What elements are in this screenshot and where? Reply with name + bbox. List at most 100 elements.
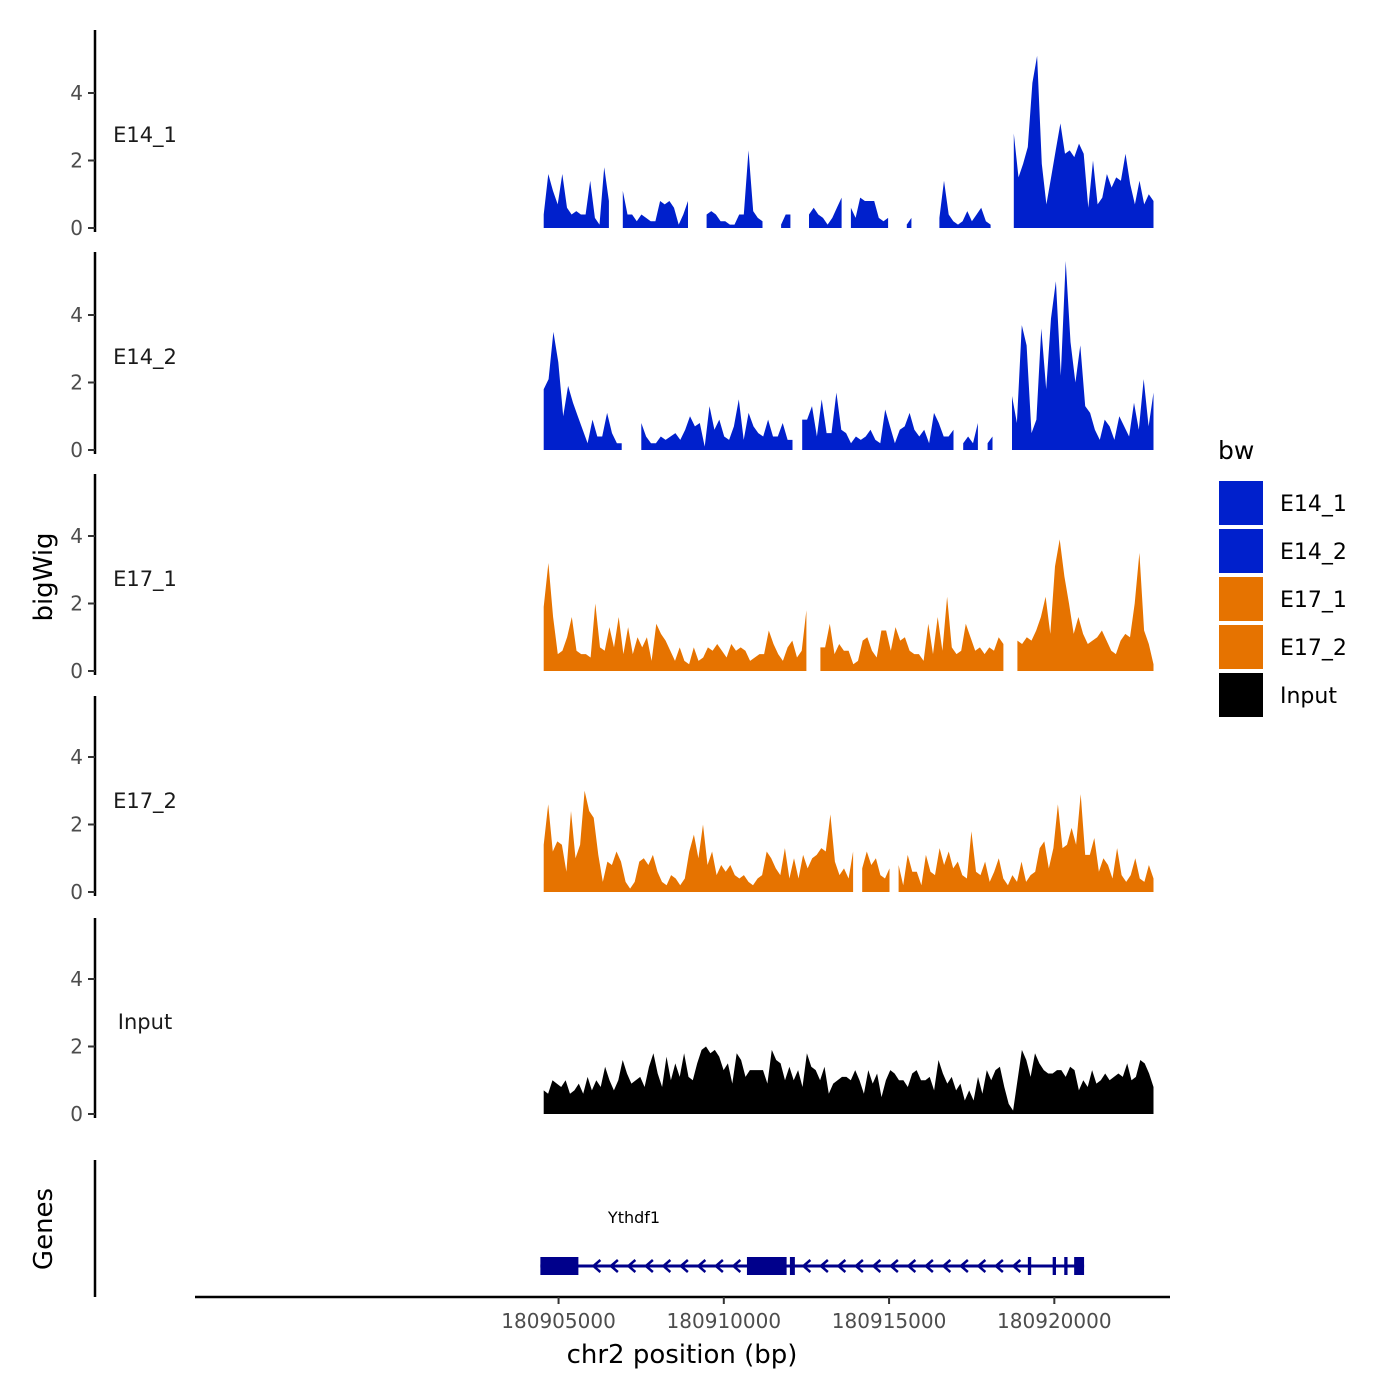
x-tick-label: 180910000	[667, 1309, 782, 1333]
y-tick-label: 2	[70, 813, 83, 837]
coverage-area-e14_1-1	[622, 190, 688, 228]
track-label: E14_2	[113, 345, 177, 370]
track-e17-1: 0 2 4 E17_1	[70, 474, 1154, 683]
coverage-area-e14_1-6	[906, 217, 912, 228]
track-e17-2: 0 2 4 E17_2	[70, 696, 1154, 904]
coverage-area-e14_1-3	[781, 214, 791, 228]
y-tick-label: 2	[70, 592, 83, 616]
strand-arrow	[643, 1259, 654, 1273]
legend-key-e14-2	[1219, 529, 1263, 573]
strand-arrow	[923, 1259, 934, 1273]
legend-key-e17-1	[1219, 577, 1263, 621]
coverage-area-e14_1-4	[809, 197, 842, 228]
strand-arrow	[836, 1259, 847, 1273]
coverage-area-e14_2-0	[543, 331, 622, 450]
strand-arrow	[941, 1259, 952, 1273]
track-label: E17_1	[113, 567, 177, 592]
track-input: 0 2 4 Input	[70, 918, 1154, 1126]
track-label: Input	[118, 1010, 172, 1034]
y-tick-label: 0	[70, 216, 83, 240]
strand-arrow	[818, 1259, 829, 1273]
strand-arrow	[958, 1259, 969, 1273]
legend-key-e14-1	[1219, 481, 1263, 525]
gene-name-label: Ythdf1	[607, 1208, 660, 1227]
y-tick-label: 4	[70, 524, 83, 548]
coverage-area-e17_2-0	[543, 790, 854, 892]
strand-arrow	[1011, 1259, 1022, 1273]
strand-arrow	[661, 1259, 672, 1273]
legend-label: E14_2	[1280, 540, 1347, 565]
gene-track-panel: Ythdf1	[93, 1160, 1085, 1297]
strand-arrow	[608, 1259, 619, 1273]
gene-exon	[746, 1257, 787, 1275]
track-e14-2: 0 2 4 E14_2	[70, 252, 1154, 462]
coverage-area-e14_1-0	[543, 167, 609, 228]
strand-arrow	[801, 1259, 812, 1273]
coverage-area-e14_2-3	[963, 423, 978, 450]
coverage-area-e17_1-0	[543, 563, 807, 671]
x-tick-label: 180915000	[832, 1309, 947, 1333]
y-tick-label: 2	[70, 149, 83, 173]
legend-title: bw	[1218, 436, 1254, 465]
y-tick-label: 2	[70, 371, 83, 395]
strand-arrow	[853, 1259, 864, 1273]
strand-arrow	[678, 1259, 689, 1273]
y-tick-label: 0	[70, 659, 83, 683]
legend-key-e17-2	[1219, 625, 1263, 669]
legend-label: E14_1	[1280, 492, 1347, 517]
y-tick-label: 2	[70, 1035, 83, 1059]
y-tick-label: 4	[70, 303, 83, 327]
y-tick-label: 0	[70, 1102, 83, 1126]
strand-arrow	[871, 1259, 882, 1273]
legend-key-input	[1219, 673, 1263, 717]
coverage-area-e14_1-2	[706, 150, 763, 228]
track-e14-1: 0 2 4 E14_1	[70, 30, 1154, 240]
legend-label: E17_1	[1280, 588, 1347, 613]
y-tick-label: 0	[70, 880, 83, 904]
gene-exon	[789, 1257, 795, 1275]
track-label: E17_2	[113, 789, 177, 814]
x-axis-title: chr2 position (bp)	[567, 1340, 798, 1370]
coverage-area-e14_2-5	[1012, 261, 1154, 450]
coverage-area-e17_1-2	[1017, 539, 1154, 671]
y-tick-label: 4	[70, 81, 83, 105]
gene-exon	[1052, 1257, 1056, 1275]
strand-arrow	[976, 1259, 987, 1273]
strand-arrow	[731, 1259, 742, 1273]
coverage-area-e14_1-5	[850, 197, 889, 228]
strand-arrow	[993, 1259, 1004, 1273]
coverage-area-e17_2-2	[898, 794, 1154, 892]
legend-label: E17_2	[1280, 636, 1347, 661]
strand-arrow	[713, 1259, 724, 1273]
x-tick-label: 180905000	[501, 1309, 616, 1333]
y-tick-label: 0	[70, 438, 83, 462]
y-tick-label: 4	[70, 745, 83, 769]
gene-exon	[540, 1257, 579, 1275]
coverage-area-e17_1-1	[820, 596, 1004, 671]
x-axis: 180905000 180910000 180915000 180920000	[195, 1295, 1170, 1333]
coverage-area-e14_1-8	[939, 180, 991, 228]
strand-arrow	[626, 1259, 637, 1273]
gene-exon	[1027, 1257, 1032, 1275]
coverage-area-e14_1-9	[1013, 55, 1154, 229]
gene-exon	[1064, 1257, 1068, 1275]
genes-axis-title: Genes	[29, 1188, 59, 1270]
strand-arrow	[888, 1259, 899, 1273]
track-label: E14_1	[113, 123, 177, 148]
strand-arrow	[906, 1259, 917, 1273]
coverage-area-e14_2-2	[802, 392, 954, 450]
legend: bw E14_1 E14_2 E17_1 E17_2 Input	[1218, 436, 1347, 717]
coverage-area-input-0	[543, 1046, 1154, 1114]
x-tick-label: 180920000	[997, 1309, 1112, 1333]
strand-arrow	[696, 1259, 707, 1273]
coverage-area-e17_2-1	[862, 851, 890, 892]
y-axis-title: bigWig	[29, 532, 59, 621]
legend-label: Input	[1280, 684, 1337, 709]
gene-exon	[1074, 1257, 1085, 1275]
coverage-area-e14_2-4	[987, 436, 993, 450]
y-tick-label: 4	[70, 967, 83, 991]
coverage-tracks: 0 2 4 E14_1 0 2 4 E14_2 0 2 4 E17_1 0 2 4 E17_2 0 2 4 Input	[70, 30, 1154, 1126]
coverage-area-e14_2-1	[641, 399, 793, 450]
strand-arrow	[591, 1259, 602, 1273]
